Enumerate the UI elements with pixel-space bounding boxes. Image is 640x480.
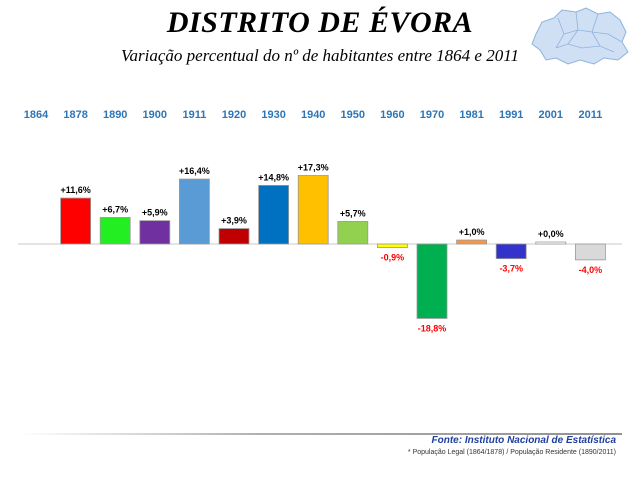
bar-1940 <box>297 175 329 245</box>
year-label-1930: 1930 <box>261 109 285 121</box>
value-label-1950: +5,7% <box>340 208 366 218</box>
value-label-1960: -0,9% <box>381 253 405 263</box>
bar-chart: 1864 1878 1890 1900 1911 1920 1930 1940 1950 1960… <box>18 109 622 333</box>
bar-1878 <box>60 197 91 245</box>
value-label-1878: +11,6% <box>60 185 90 195</box>
district-map-icon <box>531 7 629 65</box>
bar-1890 <box>99 217 131 245</box>
year-label-2001: 2001 <box>539 109 563 121</box>
bars <box>60 175 606 319</box>
value-label-1970: -18,8% <box>418 323 447 333</box>
value-label-1981: +1,0% <box>459 227 485 237</box>
footnote-text: * População Legal (1864/1878) / Populaçã… <box>407 449 616 456</box>
value-label-1911: +16,4% <box>179 166 210 176</box>
bar-1911 <box>178 178 210 245</box>
bar-1991 <box>495 243 527 260</box>
bar-1900 <box>139 220 171 245</box>
bar-1920 <box>218 228 250 245</box>
bar-2011 <box>575 243 606 261</box>
bar-2001 <box>535 241 567 245</box>
value-label-2001: +0,0% <box>538 229 564 239</box>
year-label-1950: 1950 <box>341 109 365 121</box>
data-labels: +11,6% +6,7% +5,9% +16,4% +3,9% +14,8% +17,3% +… <box>60 162 602 333</box>
value-label-1920: +3,9% <box>221 216 247 226</box>
year-label-1970: 1970 <box>420 109 444 121</box>
year-label-1991: 1991 <box>499 109 523 121</box>
year-label-1864: 1864 <box>24 109 49 121</box>
year-label-1890: 1890 <box>103 109 127 121</box>
bar-1960 <box>376 243 408 248</box>
chart-title: DISTRITO DE ÉVORA <box>166 6 474 39</box>
year-label-1981: 1981 <box>459 109 483 121</box>
chart-subtitle: Variação percentual do nº de habitantes … <box>121 46 519 65</box>
value-label-1890: +6,7% <box>102 204 128 214</box>
bar-1930 <box>258 184 290 245</box>
year-label-1940: 1940 <box>301 109 325 121</box>
year-label-1900: 1900 <box>143 109 167 121</box>
value-label-1930: +14,8% <box>258 172 289 182</box>
year-label-1920: 1920 <box>222 109 246 121</box>
x-axis-labels: 1864 1878 1890 1900 1911 1920 1930 1940 1950 1960… <box>24 109 603 121</box>
year-label-2011: 2011 <box>578 109 602 121</box>
value-label-1900: +5,9% <box>142 208 168 218</box>
bar-1970 <box>416 243 448 319</box>
value-label-1991: -3,7% <box>499 264 523 274</box>
value-label-1940: +17,3% <box>298 162 329 172</box>
bar-1950 <box>337 221 369 245</box>
year-label-1960: 1960 <box>380 109 404 121</box>
bar-1981 <box>456 239 488 245</box>
source-text: Fonte: Instituto Nacional de Estatística <box>431 435 616 446</box>
footer-rule <box>18 433 622 435</box>
value-label-2011: -4,0% <box>579 265 603 275</box>
year-label-1911: 1911 <box>182 109 206 121</box>
year-label-1878: 1878 <box>63 109 87 121</box>
